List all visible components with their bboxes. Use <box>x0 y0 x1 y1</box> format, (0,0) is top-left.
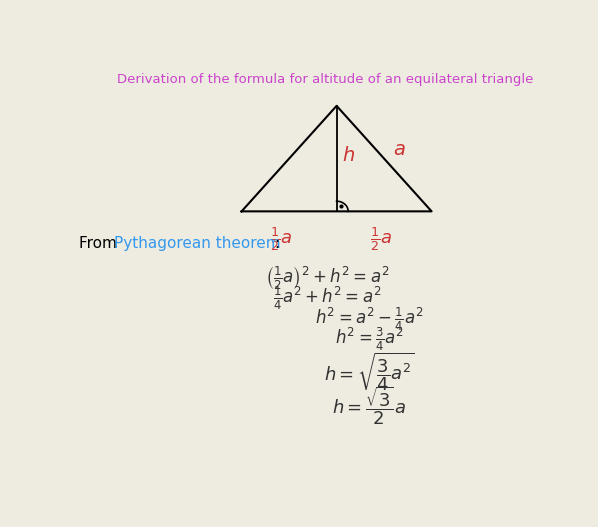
Text: $a$: $a$ <box>393 141 405 160</box>
Text: :: : <box>274 236 279 251</box>
Text: $\frac{1}{2}a$: $\frac{1}{2}a$ <box>370 226 392 253</box>
Text: $\frac{1}{4}a^2 + h^2 = a^2$: $\frac{1}{4}a^2 + h^2 = a^2$ <box>273 285 382 313</box>
Text: From: From <box>80 236 122 251</box>
Text: $h = \dfrac{\sqrt{3}}{2}a$: $h = \dfrac{\sqrt{3}}{2}a$ <box>332 385 406 427</box>
Text: Derivation of the formula for altitude of an equilateral triangle: Derivation of the formula for altitude o… <box>117 73 533 86</box>
Text: Pythagorean theorem: Pythagorean theorem <box>114 236 281 251</box>
Text: $\left(\frac{1}{2}a\right)^2 + h^2 = a^2$: $\left(\frac{1}{2}a\right)^2 + h^2 = a^2… <box>265 265 389 292</box>
Text: $\frac{1}{2}a$: $\frac{1}{2}a$ <box>270 226 292 253</box>
Text: $h = \sqrt{\dfrac{3}{4}a^2}$: $h = \sqrt{\dfrac{3}{4}a^2}$ <box>324 350 414 393</box>
Text: $h$: $h$ <box>341 147 355 165</box>
Text: $h^2 = \frac{3}{4}a^2$: $h^2 = \frac{3}{4}a^2$ <box>334 326 404 353</box>
Text: $h^2 = a^2 - \frac{1}{4}a^2$: $h^2 = a^2 - \frac{1}{4}a^2$ <box>315 305 423 333</box>
